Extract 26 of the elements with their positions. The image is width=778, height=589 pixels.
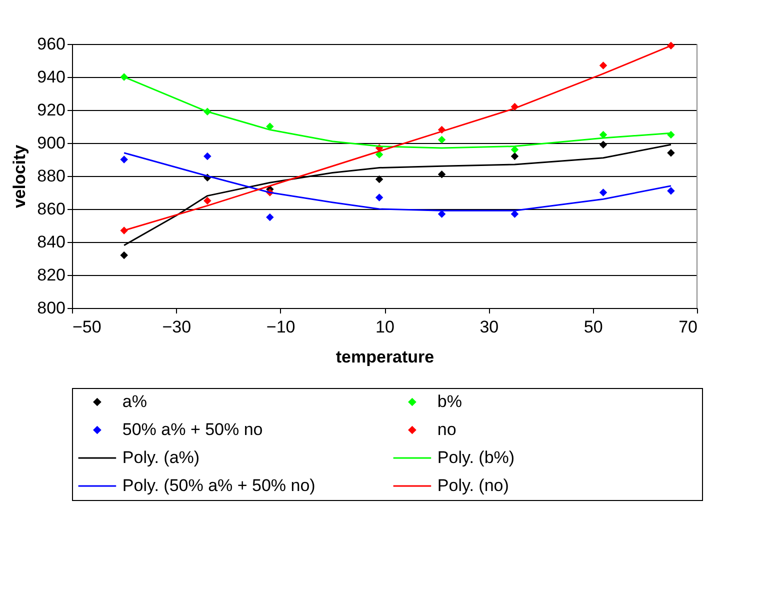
y-tick-label: 800 — [37, 298, 66, 318]
y-tick-label: 840 — [37, 232, 66, 252]
legend-label: Poly. (a%) — [122, 448, 200, 467]
x-tick-label: −10 — [266, 318, 296, 336]
x-tick-label: −50 — [72, 318, 102, 336]
y-tick-label: 880 — [37, 166, 66, 186]
legend-label: no — [437, 420, 456, 439]
legend-label: Poly. (50% a% + 50% no) — [122, 476, 316, 495]
x-tick-label: 50 — [584, 318, 603, 336]
legend-label: Poly. (b%) — [437, 448, 515, 467]
y-tick-label: 860 — [37, 200, 66, 218]
legend-label: b% — [437, 392, 462, 411]
y-tick-label: 960 — [37, 34, 66, 54]
x-tick-label: 30 — [480, 318, 499, 336]
x-tick-label: 10 — [376, 318, 394, 336]
x-tick-label: −30 — [162, 318, 192, 336]
legend-label: Poly. (no) — [437, 476, 509, 495]
y-tick-label: 900 — [37, 134, 66, 152]
x-axis-title: temperature — [336, 348, 434, 366]
y-axis-title: velocity — [10, 144, 30, 208]
y-tick-label: 820 — [37, 266, 66, 284]
legend-label: a% — [122, 392, 147, 411]
y-tick-label: 940 — [37, 68, 66, 86]
x-tick-label: 70 — [678, 318, 698, 336]
legend-label: 50% a% + 50% no — [122, 420, 263, 439]
y-tick-label: 920 — [37, 100, 66, 120]
